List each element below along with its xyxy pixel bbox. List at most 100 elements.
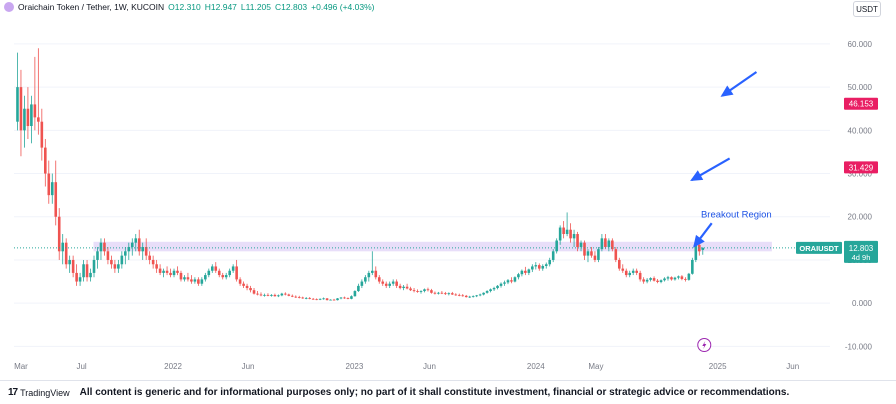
candle <box>134 234 138 252</box>
currency-button[interactable]: USDT <box>853 1 881 17</box>
candle-body <box>256 293 259 295</box>
candle <box>16 52 19 131</box>
candle-body <box>357 285 360 292</box>
candle <box>183 275 186 282</box>
candle-body <box>395 281 398 286</box>
candle <box>162 268 165 278</box>
candle <box>308 297 311 300</box>
tradingview-logo[interactable]: 17 TradingView <box>8 387 70 398</box>
candle-body <box>506 280 510 283</box>
price-chart[interactable]: Breakout Region 60.000 50.000 40.000 30.000… <box>0 0 896 380</box>
candle <box>113 259 117 273</box>
candle <box>628 270 632 278</box>
candle-body <box>270 294 273 296</box>
candle <box>492 286 496 292</box>
candle <box>127 242 131 260</box>
tradingview-logo-icon: 17 <box>8 387 18 398</box>
candle-body <box>565 229 569 235</box>
candle <box>284 292 287 296</box>
candle <box>544 262 548 269</box>
candle-body <box>210 266 214 271</box>
candle <box>117 259 120 273</box>
candle <box>649 277 652 282</box>
candle-body <box>245 285 249 289</box>
candle-body <box>120 255 124 265</box>
y-tick-label: 40.000 <box>848 126 873 135</box>
symbol-title[interactable]: Oraichain Token / Tether, 1W, KUCOIN <box>18 2 165 12</box>
candle <box>617 257 621 271</box>
candle <box>130 238 134 256</box>
candle-body <box>513 277 517 282</box>
candle <box>496 285 499 290</box>
candle <box>374 266 378 280</box>
candle <box>245 283 249 291</box>
candle-body <box>336 298 339 301</box>
candle <box>576 231 579 252</box>
candle-body <box>238 279 242 284</box>
candle-body <box>322 298 325 300</box>
candle <box>454 293 458 296</box>
candle-body <box>419 291 423 292</box>
candle-body <box>374 270 378 278</box>
candle <box>350 295 353 300</box>
time-axis[interactable]: Mar Jul 2022 Jun 2023 Jun 2024 May 2025 Jun <box>14 362 799 371</box>
candle <box>624 268 628 278</box>
candlestick-series <box>16 48 705 301</box>
candle-body <box>510 280 513 282</box>
candle <box>297 295 301 299</box>
candle <box>551 249 555 263</box>
candle-body <box>228 270 231 276</box>
candle <box>176 266 179 276</box>
candle-body <box>698 244 701 252</box>
candle <box>249 285 252 293</box>
candle-body <box>621 268 625 271</box>
candle <box>597 246 600 263</box>
candle-body <box>489 289 492 292</box>
candle <box>238 277 242 286</box>
candle <box>687 272 691 281</box>
x-tick-label: 2023 <box>346 362 364 371</box>
price-axis[interactable]: 60.00050.00040.00030.00020.00010.0000.00… <box>796 40 878 351</box>
candle-body <box>315 299 318 301</box>
candle-body <box>16 87 19 122</box>
candle-body <box>638 272 642 280</box>
candle-body <box>144 246 148 256</box>
candle <box>562 221 565 239</box>
close-value: C12.803 <box>275 2 308 12</box>
candle-body <box>614 249 618 260</box>
candle-body <box>165 270 169 273</box>
candle <box>680 275 684 281</box>
candle-body <box>252 290 256 294</box>
candle <box>57 208 61 260</box>
candle <box>120 251 124 269</box>
candle <box>110 255 113 269</box>
candle-body <box>576 234 579 247</box>
candle-body <box>677 276 680 278</box>
candle-body <box>548 259 552 265</box>
candle-body <box>628 272 632 276</box>
candle-body <box>106 251 110 260</box>
candle <box>304 297 308 300</box>
candle-body <box>350 296 353 299</box>
candle <box>642 277 645 284</box>
y-tick-label: 0.000 <box>852 299 873 308</box>
support-zone <box>93 241 772 252</box>
candle-body <box>659 280 663 282</box>
candle-body <box>130 242 134 247</box>
candle-body <box>444 293 447 295</box>
candle-body <box>468 296 472 298</box>
y-tick-label: 50.000 <box>848 83 873 92</box>
candle <box>280 292 284 297</box>
candle-body <box>555 240 558 252</box>
price-label-text: 31.429 <box>849 163 874 172</box>
candle <box>433 291 437 295</box>
candle <box>645 278 649 284</box>
candle <box>40 108 44 161</box>
candle-body <box>680 276 684 279</box>
candle <box>600 234 604 252</box>
candle-body <box>158 268 162 273</box>
candle-body <box>92 259 96 273</box>
candle <box>165 266 169 276</box>
candle <box>405 283 409 290</box>
candle-body <box>586 251 590 256</box>
